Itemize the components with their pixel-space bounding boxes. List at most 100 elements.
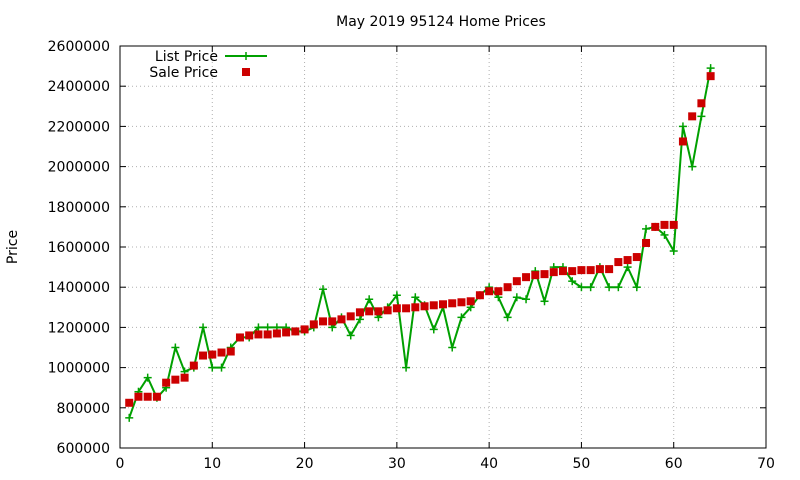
y-tick-label: 2000000: [48, 160, 110, 176]
y-tick-label: 600000: [57, 441, 110, 457]
sale-price-point: [189, 361, 198, 370]
series-layer: [125, 64, 715, 422]
sale-price-point: [346, 312, 355, 321]
sale-price-point: [522, 273, 531, 282]
x-tick-label: 60: [665, 456, 683, 472]
sale-price-point: [632, 253, 641, 262]
sale-price-point: [309, 320, 318, 329]
x-tick-label: 30: [388, 456, 406, 472]
sale-price-point: [383, 306, 392, 315]
sale-price-point: [485, 287, 494, 296]
sale-price-point: [688, 112, 697, 121]
sale-price-point: [439, 300, 447, 309]
y-axis-label: Price: [5, 230, 21, 264]
sale-price-point: [355, 308, 364, 317]
sale-price-point: [586, 266, 595, 275]
legend-label-sale-price: Sale Price: [149, 65, 218, 81]
sale-price-point: [642, 238, 651, 247]
y-tick-label: 800000: [57, 401, 110, 417]
sale-price-point: [660, 220, 669, 229]
sale-price-point: [466, 297, 475, 306]
list-price-point: [448, 343, 457, 352]
sale-price-point: [494, 287, 503, 296]
list-price-point: [402, 363, 411, 372]
sale-price-point: [291, 327, 300, 336]
sale-price-point: [503, 283, 512, 292]
sale-price-point: [605, 265, 614, 274]
legend-swatch-sale-price: [242, 68, 250, 76]
x-tick-label: 40: [480, 456, 498, 472]
sale-price-point: [134, 392, 143, 401]
list-price-point: [125, 413, 134, 422]
list-price-point: [540, 297, 549, 306]
list-price-point: [263, 323, 272, 332]
axis-ticks: [119, 45, 767, 449]
sale-price-point: [475, 291, 484, 300]
sale-price-point: [199, 351, 208, 360]
sale-price-point: [577, 266, 586, 275]
sale-price-point: [669, 220, 678, 229]
list-price-point: [208, 363, 217, 372]
x-tick-label: 50: [573, 456, 591, 472]
y-tick-label: 1200000: [48, 320, 110, 336]
sale-price-point: [162, 378, 171, 387]
sale-price-point: [263, 330, 272, 339]
sale-price-point: [365, 307, 374, 316]
sale-price-point: [328, 317, 337, 326]
sale-price-point: [282, 328, 291, 337]
list-price-point: [706, 64, 715, 73]
list-price-point: [254, 323, 263, 332]
sale-price-point: [678, 137, 687, 146]
x-tick-label: 0: [116, 456, 125, 472]
list-price-point: [669, 247, 678, 256]
list-price-point: [392, 291, 401, 300]
x-tick-labels: 0 10 20 30 40 50 60 70: [116, 456, 775, 472]
y-tick-label: 1400000: [48, 280, 110, 296]
grid-lines: [120, 46, 766, 448]
list-price-point: [577, 283, 586, 292]
sale-price-point: [125, 398, 134, 407]
list-price-point: [143, 373, 152, 382]
list-price-point: [632, 283, 641, 292]
list-price-point: [623, 263, 632, 272]
sale-price-point: [245, 331, 254, 340]
sale-price-point: [411, 303, 420, 312]
sale-price-point: [374, 307, 383, 316]
sale-price-point: [540, 270, 549, 279]
sale-price-point: [697, 99, 706, 108]
list-price-point: [586, 283, 595, 292]
list-price-point: [660, 230, 669, 239]
sale-price-point: [420, 302, 429, 311]
list-price-point: [642, 224, 651, 233]
list-price-point: [217, 363, 226, 372]
sale-price-point: [337, 315, 346, 324]
y-tick-label: 2600000: [48, 39, 110, 55]
y-tick-label: 1000000: [48, 361, 110, 377]
sale-price-point: [152, 392, 161, 401]
sale-price-point: [272, 329, 281, 338]
legend-label-list-price: List Price: [155, 49, 218, 65]
sale-price-point: [623, 256, 632, 265]
sale-price-point: [448, 299, 457, 308]
sale-price-point: [226, 347, 235, 356]
chart-title: May 2019 95124 Home Prices: [336, 14, 546, 30]
list-price-line: [128, 67, 712, 419]
y-tick-label: 1800000: [48, 200, 110, 216]
list-price-point: [503, 313, 512, 322]
list-price-point: [568, 277, 577, 286]
list-price-point: [429, 325, 438, 334]
list-price-point: [171, 343, 180, 352]
y-tick-label: 2200000: [48, 119, 110, 135]
sale-price-point: [512, 277, 521, 286]
y-tick-labels: 600000 800000 1000000 1200000 1400000 1600000…: [48, 39, 110, 457]
sale-price-point: [457, 298, 466, 307]
legend: List Price Sale Price: [149, 49, 267, 81]
sale-price-point: [235, 333, 244, 342]
sale-price-point: [217, 348, 226, 357]
sale-price-point: [171, 375, 180, 384]
sale-price-point: [319, 317, 328, 326]
x-tick-label: 20: [296, 456, 314, 472]
sale-price-point: [402, 304, 411, 313]
sale-price-point: [614, 258, 623, 267]
sale-price-point: [254, 330, 263, 339]
